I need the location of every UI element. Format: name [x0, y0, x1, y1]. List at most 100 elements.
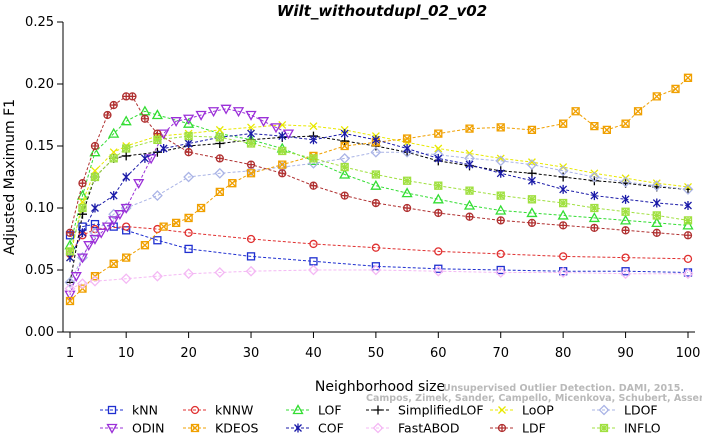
data-point: [309, 135, 318, 145]
data-point: [245, 110, 257, 121]
data-point: [196, 203, 206, 213]
legend-label: INFLO: [624, 421, 661, 434]
chart-title: Wilt_withoutdupl_02_v02: [277, 2, 487, 20]
data-point: [270, 123, 282, 134]
data-point: [190, 423, 200, 433]
data-point: [278, 169, 287, 178]
data-point: [621, 267, 630, 276]
y-ticks: 0.00 0.05 0.10 0.15 0.20 0.25: [25, 15, 63, 340]
data-point: [120, 203, 132, 214]
data-point: [340, 129, 349, 139]
data-point: [89, 146, 101, 157]
data-point: [220, 104, 232, 115]
data-point: [571, 107, 580, 116]
data-point: [214, 267, 226, 278]
series-kdeos: [65, 73, 693, 306]
data-point: [246, 169, 256, 178]
data-point: [588, 212, 600, 223]
data-point: [559, 252, 568, 261]
series-line: [69, 269, 688, 290]
data-point: [151, 270, 163, 282]
data-point: [527, 125, 537, 135]
data-point: [371, 135, 380, 145]
data-point: [109, 191, 118, 201]
series-cof: [66, 129, 692, 263]
data-point: [90, 172, 100, 182]
data-point: [247, 129, 255, 139]
data-point: [370, 264, 382, 276]
data-point: [78, 179, 87, 188]
series-line: [69, 95, 689, 236]
data-point: [182, 117, 195, 128]
data-point: [652, 92, 661, 101]
x-tick-label: 40: [305, 346, 322, 361]
data-point: [214, 167, 226, 179]
data-point: [339, 152, 351, 164]
data-point: [527, 176, 536, 186]
data-point: [153, 236, 162, 245]
data-point: [122, 144, 131, 153]
data-point: [171, 218, 181, 228]
x-tick-label: 1: [66, 346, 74, 361]
legend-item-ldof: LDOF: [592, 403, 658, 418]
data-point: [145, 154, 157, 165]
data-point: [495, 204, 507, 215]
x-ticks: 1 10 20 30 40 50 60 70 80 90 100: [66, 332, 701, 361]
x-tick-label: 10: [118, 346, 135, 361]
x-tick-label: 80: [555, 346, 572, 361]
data-point: [109, 154, 118, 163]
plot-area: 0.00 0.05 0.10 0.15 0.20 0.25 1 10 20 30 40 50 60 70…: [25, 15, 700, 361]
data-point: [683, 231, 693, 240]
data-point: [559, 198, 568, 208]
data-point: [170, 117, 182, 128]
data-point: [527, 158, 536, 167]
data-point: [120, 115, 132, 126]
data-point: [559, 119, 568, 128]
data-point: [590, 191, 599, 201]
data-point: [207, 107, 220, 118]
data-point: [159, 143, 168, 153]
legend-label: SimplifiedLOF: [398, 403, 484, 418]
data-point: [498, 406, 506, 414]
data-point: [633, 107, 643, 116]
data-point: [496, 123, 505, 132]
x-tick-label: 100: [676, 346, 701, 361]
legend-label: kNNW: [215, 403, 253, 418]
legend-item-lof: LOF: [286, 403, 342, 418]
data-point: [651, 180, 663, 192]
data-point: [527, 218, 537, 228]
data-point: [527, 195, 537, 204]
data-point: [184, 228, 193, 237]
data-point: [65, 247, 75, 256]
data-point: [621, 207, 630, 216]
data-point: [64, 290, 76, 301]
data-point: [682, 183, 694, 195]
x-tick-label: 50: [368, 346, 385, 361]
y-axis-label: Adjusted Maximum F1: [2, 99, 18, 255]
data-point: [683, 254, 693, 263]
y-tick-label: 0.25: [25, 15, 54, 30]
data-point: [652, 228, 661, 237]
data-point: [340, 141, 349, 151]
data-point: [496, 216, 505, 225]
data-point: [91, 203, 99, 213]
data-point: [89, 234, 101, 245]
data-point: [557, 165, 569, 177]
data-point: [78, 228, 87, 238]
series-line: [69, 223, 689, 273]
data-point: [246, 160, 256, 169]
legend-label: LoOP: [522, 403, 554, 418]
data-point: [292, 404, 304, 415]
y-tick-label: 0.00: [25, 325, 54, 340]
data-point: [496, 265, 505, 275]
data-point: [340, 191, 349, 200]
data-point: [89, 275, 101, 287]
series-inflo: [65, 131, 693, 256]
data-point: [108, 127, 120, 138]
data-point: [90, 141, 100, 151]
data-point: [620, 268, 631, 280]
legend-label: LDF: [522, 421, 546, 434]
data-point: [588, 171, 600, 183]
x-tick-label: 90: [617, 346, 634, 361]
data-point: [309, 239, 318, 249]
